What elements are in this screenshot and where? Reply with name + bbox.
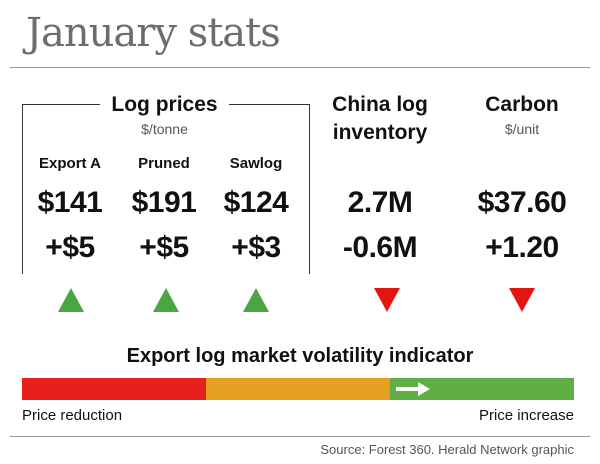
carbon-unit: $/unit (504, 121, 540, 137)
page-title: January stats (26, 10, 281, 56)
indicator-segment-reduction (22, 378, 206, 400)
carbon-value: $37.60 (477, 186, 567, 219)
indicator-segment-neutral (206, 378, 390, 400)
carbon-heading: Carbon (485, 93, 559, 116)
log-prices-bracket-right-side (309, 104, 310, 274)
china-heading-line2: inventory (332, 121, 428, 144)
china-down-arrow-icon (374, 288, 400, 312)
log-prices-bracket-left-side (22, 104, 23, 274)
pruned-up-arrow-icon (153, 288, 179, 312)
log-prices-unit: $/tonne (141, 121, 188, 137)
source-credit: Source: Forest 360. Herald Network graph… (320, 442, 574, 457)
indicator-title: Export log market volatility indicator (126, 345, 474, 367)
log-prices-bracket-left (22, 104, 100, 105)
sawlog-label: Sawlog (229, 155, 283, 172)
indicator-marker-arrow-icon (396, 382, 430, 396)
carbon-change: +1.20 (485, 231, 559, 264)
sawlog-price: $124 (223, 186, 289, 219)
china-inventory-value: 2.7M (347, 186, 413, 219)
price-increase-label: Price increase (478, 407, 574, 424)
export-a-price: $141 (37, 186, 103, 219)
china-inventory-change: -0.6M (342, 231, 418, 264)
china-heading-line1: China log (332, 93, 428, 116)
carbon-down-arrow-icon (509, 288, 535, 312)
footer-divider (10, 436, 590, 437)
export-a-change: +$5 (45, 231, 95, 264)
title-divider (10, 67, 590, 68)
pruned-price: $191 (131, 186, 197, 219)
log-prices-bracket-right (229, 104, 310, 105)
indicator-segment-increase (390, 378, 574, 400)
export-a-label: Export A (39, 155, 101, 172)
pruned-change: +$5 (139, 231, 189, 264)
export-a-up-arrow-icon (58, 288, 84, 312)
pruned-label: Pruned (138, 155, 190, 172)
sawlog-up-arrow-icon (243, 288, 269, 312)
log-prices-heading: Log prices (111, 93, 218, 116)
price-reduction-label: Price reduction (22, 407, 123, 424)
sawlog-change: +$3 (231, 231, 281, 264)
